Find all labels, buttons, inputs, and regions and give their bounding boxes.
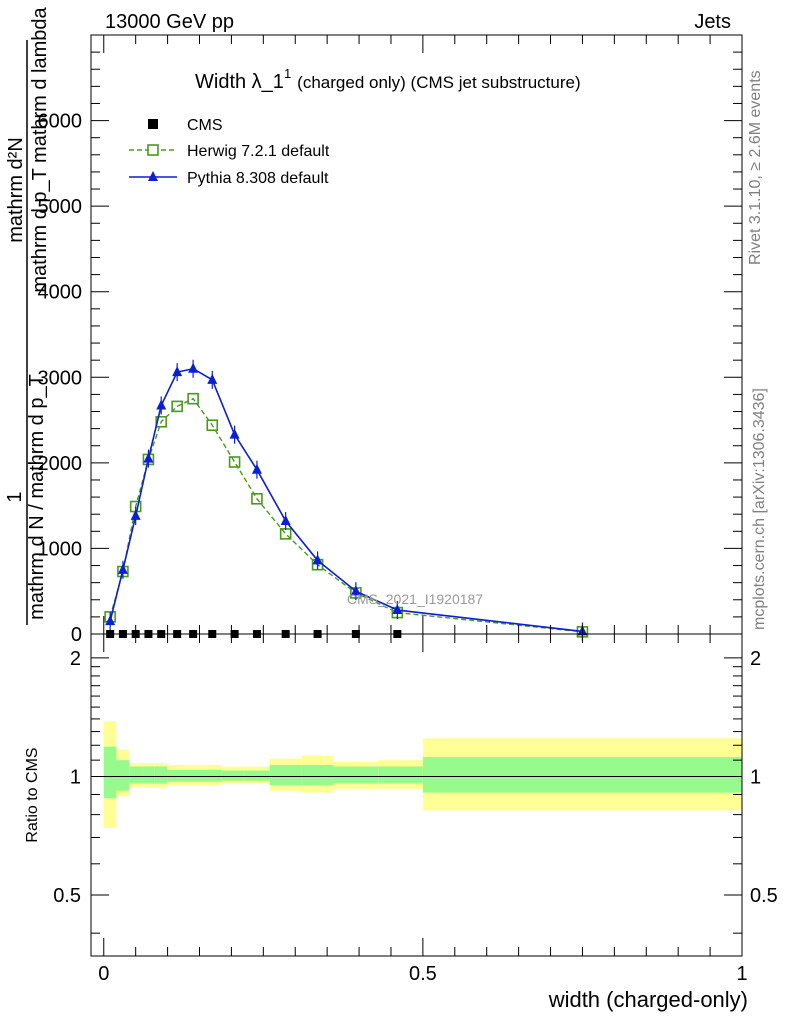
series-herwig [104, 392, 589, 638]
ratio-ytick-label-right: 1 [750, 766, 761, 788]
main-plot: CMS_2021_I1920187 0 1000 2000 3000 4000 5000 6… [38, 34, 743, 646]
legend-label: Pythia 8.308 default [187, 170, 329, 187]
stat-uncertainty-band [129, 766, 143, 784]
xtick-label: 1 [736, 963, 747, 985]
data-point [228, 456, 241, 468]
main-ytick-label: 0 [71, 624, 82, 646]
main-y-axis: 0 1000 2000 3000 4000 5000 6000 [38, 51, 742, 646]
xtick-label: 0.5 [409, 963, 437, 985]
main-ylabel: 1 mathrm d N / mathrm d p_T mathrm d²N m… [4, 6, 51, 625]
main-ytick-label: 4000 [38, 282, 83, 304]
stat-uncertainty-band [221, 770, 245, 781]
ylabel-prefix-denominator: mathrm d N / mathrm d p_T [26, 374, 48, 620]
ratio-bands [103, 721, 742, 828]
legend-item: Herwig 7.2.1 default [129, 143, 330, 160]
ratio-frame [90, 633, 743, 957]
ylabel-denominator: mathrm d p_T mathrm d lambda [29, 6, 51, 292]
ratio-ytick-label: 0.5 [53, 885, 81, 907]
series-pythia [105, 359, 588, 641]
ylabel-prefix: 1 [4, 491, 26, 502]
data-point [171, 400, 183, 413]
main-ytick-label: 1000 [38, 538, 83, 560]
xtick-label: 0 [98, 963, 109, 985]
legend-item: Pythia 8.308 default [129, 170, 329, 187]
ratio-ylabel: Ratio to CMS [24, 747, 41, 842]
main-ytick-label: 6000 [38, 111, 83, 133]
chart-title: Width λ_11 (charged only) (CMS jet substr… [195, 66, 581, 93]
stat-uncertainty-band [183, 769, 200, 782]
legend-item: CMS [148, 117, 223, 134]
legend: CMS Herwig 7.2.1 default Pythia 8.308 defa… [129, 117, 330, 187]
data-point [155, 415, 168, 428]
data-point [279, 528, 292, 540]
svg-text:Width λ_11(charged only) (CMS: Width λ_11 (charged only) (CMS jet substr… [195, 66, 581, 93]
ratio-ytick-label-right: 2 [750, 648, 761, 670]
stat-uncertainty-band [142, 766, 155, 784]
ratio-ytick-label: 2 [70, 648, 81, 670]
stat-uncertainty-band [103, 746, 117, 799]
ratio-y-axis: 0.5 0.5 1 1 2 2 [53, 648, 778, 934]
stat-uncertainty-band [167, 769, 184, 782]
legend-marker [148, 119, 158, 129]
stat-uncertainty-band [154, 766, 168, 784]
title-suffix: (charged only) (CMS jet substructure) [297, 73, 580, 92]
ylabel-numerator: mathrm d²N [5, 137, 27, 243]
ratio-plot: 0.5 0.51 12 2 0 0.5 1 Ratio to CMS width (cha… [24, 633, 778, 1012]
legend-marker [147, 144, 159, 156]
rivet-label: Rivet 3.1.10, ≥ 2.6M events [747, 70, 764, 265]
stat-uncertainty-band [301, 764, 334, 786]
watermark: CMS_2021_I1920187 [347, 591, 483, 607]
ratio-x-axis: 0 0.5 1 [98, 634, 748, 985]
stat-uncertainty-band [378, 766, 423, 784]
main-ytick-label: 5000 [38, 196, 83, 218]
stat-uncertainty-band [422, 757, 742, 793]
stat-uncertainty-band [244, 770, 270, 781]
main-ytick-label: 2000 [38, 453, 83, 475]
main-x-ticks [103, 35, 743, 634]
ratio-ytick-label: 1 [70, 766, 81, 788]
title-superscript: 1 [284, 66, 291, 81]
legend-label: CMS [187, 117, 223, 134]
xlabel: width (charged-only) [548, 987, 748, 1012]
legend-marker [148, 171, 158, 181]
main-ytick-label: 3000 [38, 367, 83, 389]
header-right: Jets [694, 11, 731, 33]
header-left: 13000 GeV pp [105, 11, 234, 33]
legend-label: Herwig 7.2.1 default [187, 143, 330, 160]
mcplots-label: mcplots.cern.ch [arXiv:1306.3436] [751, 388, 768, 630]
stat-uncertainty-band [333, 766, 379, 784]
data-point [206, 419, 219, 432]
ratio-ytick-label-right: 0.5 [750, 885, 778, 907]
stat-uncertainty-band [199, 769, 222, 782]
title-main: Width λ_1 [195, 71, 284, 93]
stat-uncertainty-band [269, 764, 302, 786]
stat-uncertainty-band [116, 760, 130, 791]
data-point [251, 492, 263, 505]
data-point [187, 392, 199, 405]
series-line [109, 397, 583, 633]
